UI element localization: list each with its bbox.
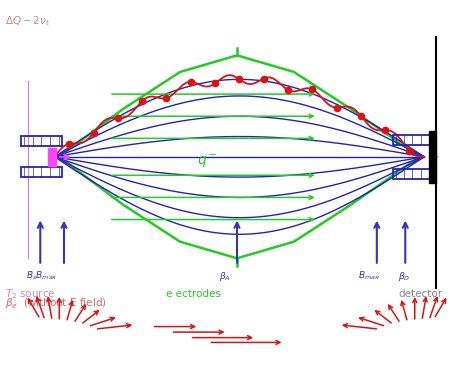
Bar bbox=[21, 136, 62, 146]
Text: e ectrodes: e ectrodes bbox=[166, 289, 221, 299]
Bar bbox=[393, 135, 431, 145]
Text: $\beta_D$: $\beta_D$ bbox=[398, 270, 410, 283]
Text: $T_2$ source: $T_2$ source bbox=[5, 287, 55, 301]
Bar bbox=[21, 167, 62, 177]
Bar bbox=[429, 131, 436, 183]
Text: $B_{max}$: $B_{max}$ bbox=[358, 270, 380, 282]
Text: $q^-$: $q^-$ bbox=[197, 153, 217, 169]
Bar bbox=[48, 148, 56, 166]
Text: $\beta_A$: $\beta_A$ bbox=[219, 270, 231, 283]
Text: $B_sB_{max}$: $B_sB_{max}$ bbox=[26, 270, 58, 282]
Bar bbox=[393, 169, 431, 179]
Text: $\Delta Q-2\nu_t$: $\Delta Q-2\nu_t$ bbox=[5, 14, 50, 28]
Text: detector: detector bbox=[398, 289, 442, 299]
Text: $\beta_e$  (w$\mathdefault{\'\i}$thout E field): $\beta_e$ (w$\mathdefault{\'\i}$thout E … bbox=[5, 295, 107, 311]
